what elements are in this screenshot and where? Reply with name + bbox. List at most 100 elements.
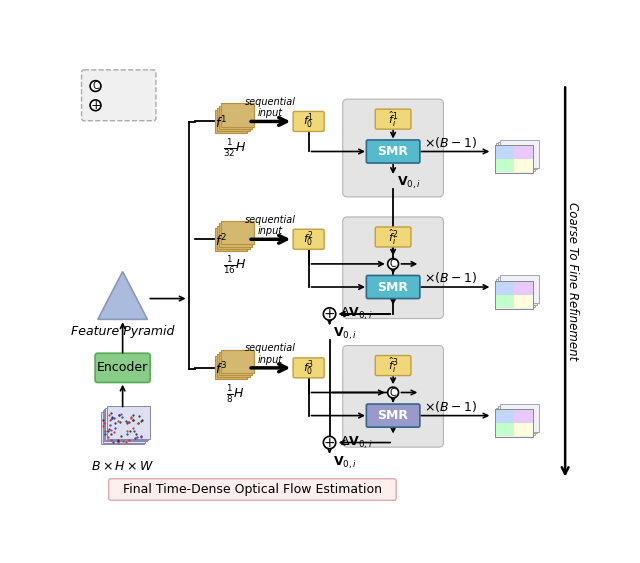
FancyBboxPatch shape <box>221 350 254 373</box>
FancyBboxPatch shape <box>102 410 145 443</box>
Circle shape <box>90 81 101 91</box>
FancyBboxPatch shape <box>219 224 252 247</box>
Text: $f_0^2$: $f_0^2$ <box>303 230 314 249</box>
Text: sequential
input: sequential input <box>245 343 296 365</box>
FancyBboxPatch shape <box>497 279 535 307</box>
Text: $\times(B-1)$: $\times(B-1)$ <box>424 270 477 285</box>
FancyBboxPatch shape <box>495 410 514 423</box>
Text: +: + <box>324 436 335 450</box>
FancyBboxPatch shape <box>500 275 539 303</box>
FancyBboxPatch shape <box>500 404 539 432</box>
Text: Add: Add <box>105 99 127 112</box>
Text: $\hat{f}_i^2$: $\hat{f}_i^2$ <box>388 227 398 247</box>
FancyBboxPatch shape <box>217 354 250 377</box>
Text: Final Time-Dense Optical Flow Estimation: Final Time-Dense Optical Flow Estimation <box>123 483 382 496</box>
Text: Feature Pyramid: Feature Pyramid <box>71 325 174 338</box>
Text: $\hat{f}_i^1$: $\hat{f}_i^1$ <box>388 109 398 129</box>
Polygon shape <box>98 271 147 319</box>
FancyBboxPatch shape <box>375 356 411 376</box>
FancyBboxPatch shape <box>343 346 444 447</box>
FancyBboxPatch shape <box>495 146 514 159</box>
FancyBboxPatch shape <box>221 104 254 127</box>
Text: $f_0^1$: $f_0^1$ <box>303 111 314 131</box>
Circle shape <box>388 387 399 398</box>
Circle shape <box>323 308 336 320</box>
FancyBboxPatch shape <box>500 140 539 168</box>
Text: $f^3$: $f^3$ <box>215 361 227 378</box>
FancyBboxPatch shape <box>497 144 535 171</box>
FancyBboxPatch shape <box>495 145 533 173</box>
FancyBboxPatch shape <box>109 479 396 501</box>
Text: $\hat{f}_i^3$: $\hat{f}_i^3$ <box>388 356 398 376</box>
Text: $f^2$: $f^2$ <box>215 233 227 249</box>
FancyBboxPatch shape <box>499 277 537 305</box>
FancyBboxPatch shape <box>104 409 147 441</box>
Text: sequential
input: sequential input <box>245 97 296 118</box>
FancyBboxPatch shape <box>81 70 156 120</box>
FancyBboxPatch shape <box>293 229 324 249</box>
FancyBboxPatch shape <box>343 217 444 319</box>
FancyBboxPatch shape <box>217 226 250 249</box>
FancyBboxPatch shape <box>219 106 252 129</box>
FancyBboxPatch shape <box>514 294 532 308</box>
Text: SMR: SMR <box>378 280 408 293</box>
FancyBboxPatch shape <box>101 412 144 444</box>
Text: Coarse To Fine Refinement: Coarse To Fine Refinement <box>566 203 579 361</box>
Text: C: C <box>390 260 396 269</box>
Text: C: C <box>390 388 396 398</box>
FancyBboxPatch shape <box>495 281 533 309</box>
FancyBboxPatch shape <box>495 282 514 294</box>
Text: SMR: SMR <box>378 409 408 422</box>
Text: $\mathbf{V}_{0,i}$: $\mathbf{V}_{0,i}$ <box>333 454 358 471</box>
FancyBboxPatch shape <box>375 227 411 247</box>
FancyBboxPatch shape <box>375 109 411 129</box>
FancyBboxPatch shape <box>495 423 514 436</box>
FancyBboxPatch shape <box>221 221 254 244</box>
FancyBboxPatch shape <box>215 356 248 379</box>
Text: $\frac{1}{8}H$: $\frac{1}{8}H$ <box>226 383 244 405</box>
FancyBboxPatch shape <box>95 353 150 382</box>
FancyBboxPatch shape <box>514 423 532 436</box>
Text: $\mathbf{V}_{0,i}$: $\mathbf{V}_{0,i}$ <box>397 175 421 191</box>
FancyBboxPatch shape <box>495 409 533 437</box>
FancyBboxPatch shape <box>495 294 514 308</box>
FancyBboxPatch shape <box>499 142 537 169</box>
Text: $B\times H\times W$: $B\times H\times W$ <box>91 460 154 473</box>
FancyBboxPatch shape <box>514 410 532 423</box>
Circle shape <box>323 436 336 449</box>
Text: $f^1$: $f^1$ <box>215 115 227 131</box>
Text: +: + <box>90 99 101 112</box>
FancyBboxPatch shape <box>514 159 532 172</box>
Text: $\mathbf{V}_{0,i}$: $\mathbf{V}_{0,i}$ <box>333 326 358 342</box>
FancyBboxPatch shape <box>514 282 532 294</box>
FancyBboxPatch shape <box>514 146 532 159</box>
Text: Concat: Concat <box>105 79 146 92</box>
Text: $\times(B-1)$: $\times(B-1)$ <box>424 135 477 150</box>
FancyBboxPatch shape <box>343 99 444 197</box>
FancyBboxPatch shape <box>107 406 150 439</box>
Circle shape <box>388 258 399 269</box>
FancyBboxPatch shape <box>215 110 248 133</box>
Text: $\Delta\mathbf{V}_{0,i}$: $\Delta\mathbf{V}_{0,i}$ <box>340 306 373 322</box>
Circle shape <box>90 100 101 111</box>
FancyBboxPatch shape <box>219 352 252 375</box>
Text: +: + <box>324 307 335 321</box>
FancyBboxPatch shape <box>366 140 420 163</box>
Text: $\times(B-1)$: $\times(B-1)$ <box>424 399 477 414</box>
FancyBboxPatch shape <box>366 275 420 298</box>
Text: $f_0^3$: $f_0^3$ <box>303 358 314 378</box>
Text: C: C <box>92 82 99 91</box>
Text: sequential
input: sequential input <box>245 215 296 236</box>
FancyBboxPatch shape <box>215 227 248 251</box>
Text: $\frac{1}{16}H$: $\frac{1}{16}H$ <box>223 254 247 276</box>
Text: $\Delta\mathbf{V}_{0,i}$: $\Delta\mathbf{V}_{0,i}$ <box>340 434 373 451</box>
FancyBboxPatch shape <box>106 408 148 440</box>
Text: SMR: SMR <box>378 145 408 158</box>
Text: Encoder: Encoder <box>97 361 148 374</box>
Text: $\frac{1}{32}H$: $\frac{1}{32}H$ <box>223 137 247 159</box>
FancyBboxPatch shape <box>499 406 537 434</box>
FancyBboxPatch shape <box>497 408 535 435</box>
FancyBboxPatch shape <box>495 159 514 172</box>
FancyBboxPatch shape <box>366 404 420 427</box>
FancyBboxPatch shape <box>293 111 324 132</box>
